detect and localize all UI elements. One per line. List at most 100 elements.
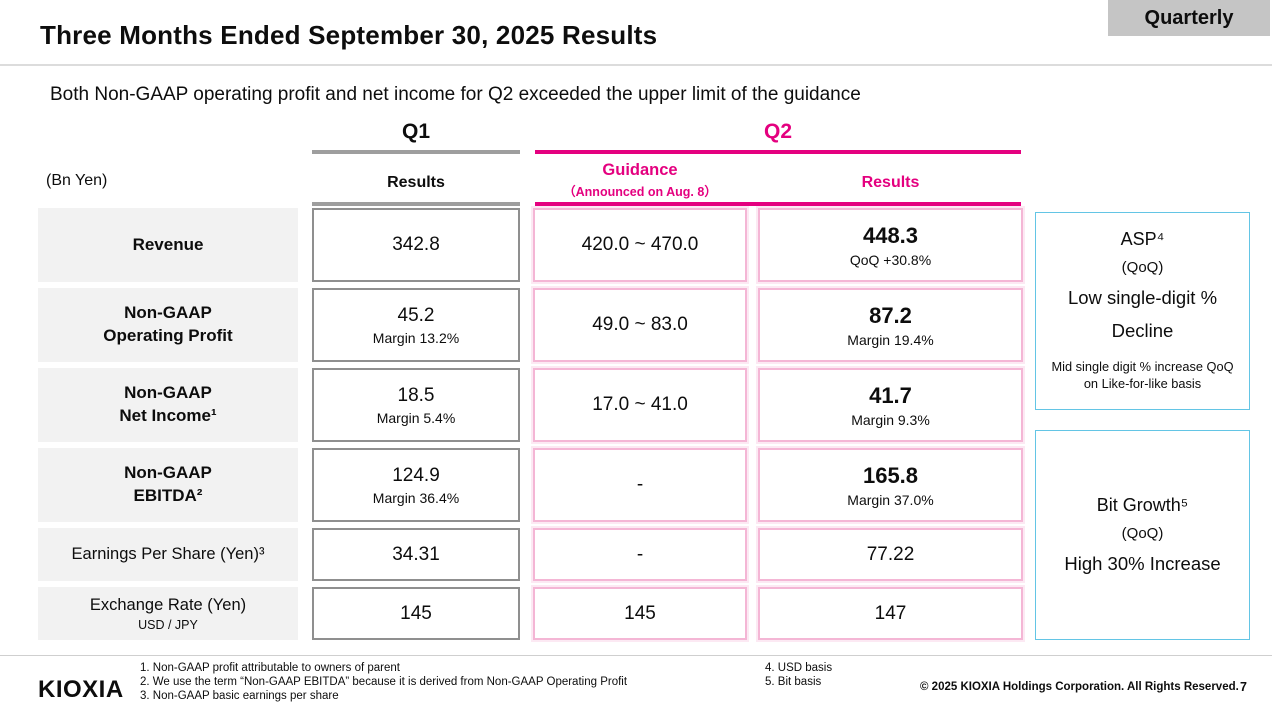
row-label-line1: Non-GAAP (124, 303, 212, 323)
guidance-value: 49.0 ~ 83.0 (592, 314, 688, 335)
q2-results-cell: 147 (756, 585, 1025, 642)
q2-results-cell: 165.8 Margin 37.0% (756, 446, 1025, 524)
footnotes-right: 4. USD basis 5. Bit basis (765, 661, 832, 690)
guidance-header-label: Guidance (602, 161, 678, 179)
row-label: Exchange Rate (Yen) USD / JPY (38, 587, 298, 640)
asp-qoq-label: (QoQ) (1121, 259, 1164, 277)
result-value: 448.3 (862, 222, 919, 248)
bit-growth-line: High 30% Increase (1064, 553, 1221, 574)
q1-results-header: Results (387, 174, 445, 191)
guidance-value: 420.0 ~ 470.0 (581, 234, 699, 255)
q1-results-cell: 45.2 Margin 13.2% (312, 288, 520, 362)
q1-subvalue: Margin 13.2% (372, 329, 460, 346)
bit-growth-title: Bit Growth⁵ (1096, 495, 1189, 515)
page-title: Three Months Ended September 30, 2025 Re… (40, 20, 658, 50)
guidance-header-subtitle: （Announced on Aug. 8） (563, 185, 717, 199)
guidance-value: - (636, 543, 644, 565)
row-label-line2: EBITDA² (133, 486, 203, 505)
q2-header-rule-bottom (535, 202, 1021, 206)
q2-guidance-header: Guidance （Announced on Aug. 8） (533, 161, 747, 200)
q1-value: 45.2 (397, 304, 435, 326)
q2-guidance-cell: 17.0 ~ 41.0 (531, 366, 749, 444)
q1-value: 18.5 (397, 384, 435, 406)
q1-value: 124.9 (392, 464, 440, 486)
q1-subvalue: Margin 36.4% (372, 489, 460, 506)
kioxia-logo: KIOXIA (38, 676, 124, 703)
footnote-2: 2. We use the term “Non-GAAP EBITDA” bec… (140, 676, 628, 689)
table-row-ebitda: Non-GAAP EBITDA² 124.9 Margin 36.4% - 16… (0, 446, 1272, 524)
result-value: 165.8 (862, 462, 919, 488)
guidance-value: 17.0 ~ 41.0 (592, 394, 688, 415)
asp-line2: Decline (1111, 320, 1174, 342)
q2-guidance-cell: 49.0 ~ 83.0 (531, 286, 749, 364)
bit-growth-note-box: Bit Growth⁵ (QoQ) High 30% Increase (1035, 430, 1250, 640)
copyright-text: © 2025 KIOXIA Holdings Corporation. All … (920, 681, 1239, 693)
row-label: Non-GAAP Net Income¹ (38, 368, 298, 442)
row-label-line1: Non-GAAP (124, 383, 212, 403)
footnote-1: 1. Non-GAAP profit attributable to owner… (140, 662, 400, 674)
q1-column-header: Q1 (401, 120, 430, 143)
q1-value: 34.31 (392, 543, 440, 565)
q2-results-cell: 77.22 (756, 526, 1025, 583)
q1-header-rule-top (312, 150, 520, 154)
q1-value: 145 (400, 602, 432, 624)
guidance-value: - (636, 474, 644, 495)
bit-growth-qoq-label: (QoQ) (1121, 525, 1164, 542)
unit-label: (Bn Yen) (46, 172, 108, 189)
footnote-4: 4. USD basis (765, 662, 833, 674)
q2-guidance-cell: - (531, 526, 749, 583)
guidance-value: 145 (624, 602, 656, 624)
footer-divider (0, 655, 1272, 656)
row-label-line1: Earnings Per Share (Yen)³ (71, 544, 265, 563)
result-subvalue: Margin 19.4% (847, 331, 934, 348)
row-label: Earnings Per Share (Yen)³ (38, 528, 298, 581)
row-label: Non-GAAP Operating Profit (38, 288, 298, 362)
asp-footnote: Mid single digit % increase QoQ on Like-… (1051, 359, 1234, 391)
table-row-revenue: Revenue 342.8 420.0 ~ 470.0 448.3 QoQ +3… (0, 206, 1272, 284)
q1-header-rule-bottom (312, 202, 520, 206)
table-row-exchange-rate: Exchange Rate (Yen) USD / JPY 145 145 14… (0, 585, 1272, 642)
result-value: 41.7 (869, 382, 912, 408)
q1-results-cell: 342.8 (312, 208, 520, 282)
table-row-operating-profit: Non-GAAP Operating Profit 45.2 Margin 13… (0, 286, 1272, 364)
row-label-line2: USD / JPY (138, 617, 198, 632)
q2-results-cell: 41.7 Margin 9.3% (756, 366, 1025, 444)
footnote-3: 3. Non-GAAP basic earnings per share (140, 690, 339, 703)
row-label: Non-GAAP EBITDA² (38, 448, 298, 522)
q2-results-header: Results (861, 174, 920, 191)
result-subvalue: Margin 37.0% (847, 491, 934, 508)
q2-header-rule-top (535, 150, 1021, 154)
result-subvalue: QoQ +30.8% (849, 251, 932, 268)
quarterly-badge: Quarterly (1108, 0, 1270, 36)
q2-guidance-cell: - (531, 446, 749, 524)
q2-results-cell: 448.3 QoQ +30.8% (756, 206, 1025, 284)
result-subvalue: Margin 9.3% (851, 411, 930, 428)
q2-results-cell: 87.2 Margin 19.4% (756, 286, 1025, 364)
q2-column-header: Q2 (763, 120, 792, 143)
row-label-line2: Operating Profit (103, 326, 233, 345)
title-divider (0, 64, 1272, 66)
row-label-line1: Revenue (132, 234, 204, 254)
q1-results-cell: 145 (312, 587, 520, 640)
q2-guidance-cell: 420.0 ~ 470.0 (531, 206, 749, 284)
q1-results-cell: 34.31 (312, 528, 520, 581)
q1-subvalue: Margin 5.4% (376, 409, 456, 426)
asp-line1: Low single-digit % (1067, 287, 1218, 309)
asp-title: ASP⁴ (1120, 229, 1165, 250)
footnote-5: 5. Bit basis (765, 676, 822, 689)
q2-guidance-cell: 145 (531, 585, 749, 642)
row-label-line2: Net Income¹ (119, 406, 217, 425)
footnotes-left: 1. Non-GAAP profit attributable to owner… (140, 661, 627, 703)
key-message: Both Non-GAAP operating profit and net i… (50, 84, 861, 105)
q1-value: 342.8 (392, 234, 440, 255)
table-row-net-income: Non-GAAP Net Income¹ 18.5 Margin 5.4% 17… (0, 366, 1272, 444)
asp-note-box: ASP⁴ (QoQ) Low single-digit % Decline Mi… (1035, 212, 1250, 410)
result-value: 87.2 (869, 302, 912, 328)
table-row-eps: Earnings Per Share (Yen)³ 34.31 - 77.22 (0, 526, 1272, 583)
page-number: 7 (1240, 680, 1247, 694)
row-label-line1: Non-GAAP (124, 463, 212, 483)
result-value: 77.22 (866, 543, 915, 565)
row-label-line1: Exchange Rate (Yen) (89, 596, 247, 615)
q1-results-cell: 18.5 Margin 5.4% (312, 368, 520, 442)
